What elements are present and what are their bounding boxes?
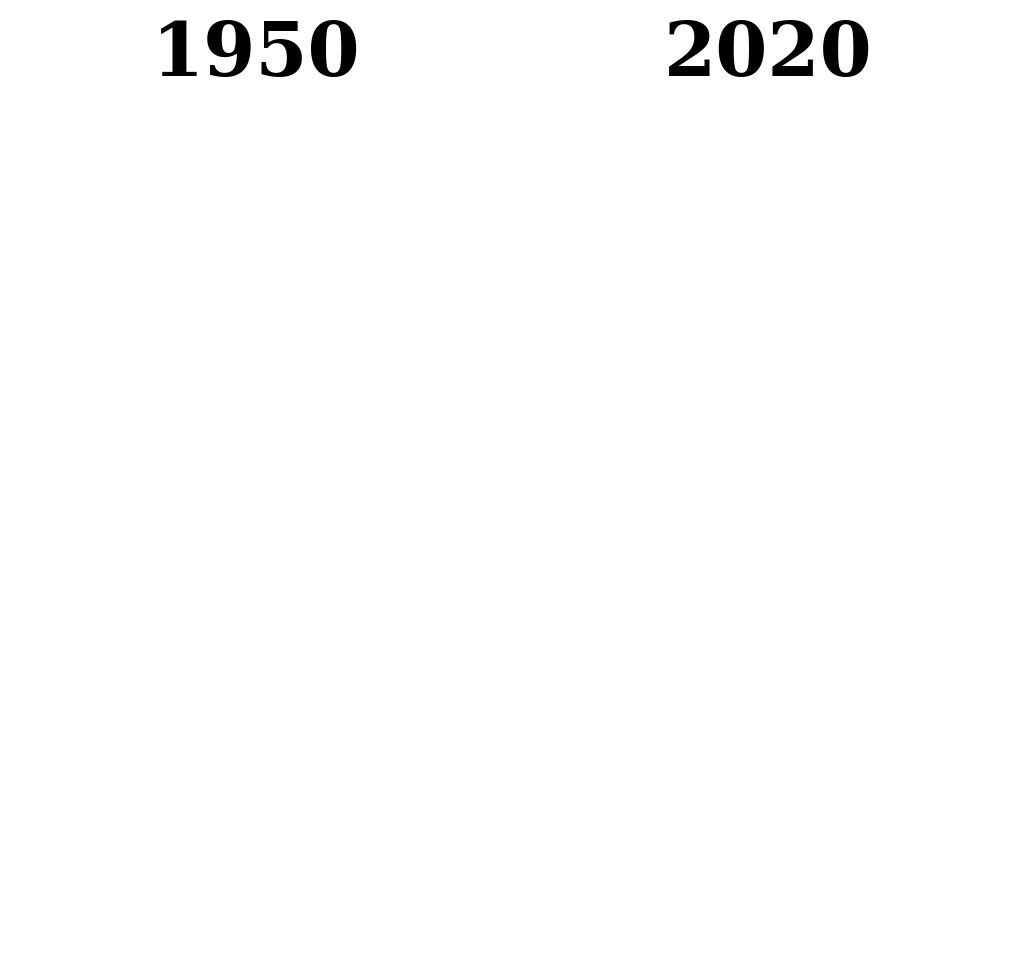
Text: 1950: 1950 (152, 19, 360, 92)
Text: 2020: 2020 (664, 19, 872, 92)
